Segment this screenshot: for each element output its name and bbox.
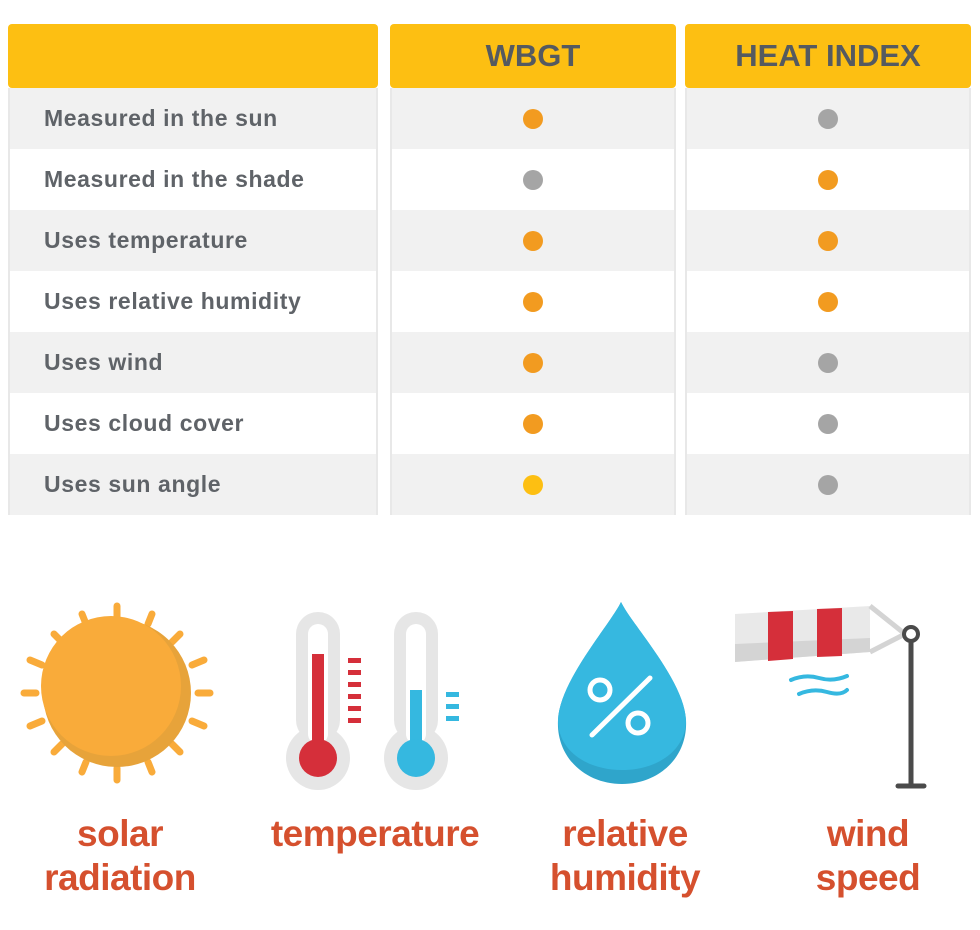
heat-index-column: HEAT INDEX xyxy=(685,24,971,515)
dot-indicator xyxy=(818,230,838,251)
caption-temperature: temperature xyxy=(255,812,495,856)
table-cell xyxy=(392,88,674,149)
table-cell xyxy=(687,271,969,332)
dot-indicator xyxy=(523,291,543,312)
row-label: Measured in the shade xyxy=(10,149,376,210)
table-cell xyxy=(392,454,674,515)
table-cell xyxy=(392,210,674,271)
caption-line: solar xyxy=(77,813,163,854)
dot-indicator xyxy=(523,108,543,129)
caption-line: speed xyxy=(815,857,921,898)
label-column: Measured in the sun Measured in the shad… xyxy=(8,24,378,515)
table-cell xyxy=(687,88,969,149)
table-cell xyxy=(687,149,969,210)
caption-solar-radiation: solar radiation xyxy=(20,812,220,900)
dot-indicator xyxy=(818,352,838,373)
dot-indicator xyxy=(818,108,838,129)
header-heat-index: HEAT INDEX xyxy=(685,24,971,88)
caption-line: radiation xyxy=(44,857,196,898)
dot-indicator xyxy=(818,291,838,312)
table-cell xyxy=(687,393,969,454)
table-cell xyxy=(392,271,674,332)
caption-line: wind xyxy=(826,813,910,854)
row-label: Measured in the sun xyxy=(10,88,376,149)
dot-indicator xyxy=(818,474,838,495)
caption-relative-humidity: relative humidity xyxy=(525,812,725,900)
dot-indicator xyxy=(818,169,838,190)
label-column-body: Measured in the sun Measured in the shad… xyxy=(8,88,378,515)
dot-indicator xyxy=(523,352,543,373)
row-label: Uses relative humidity xyxy=(10,271,376,332)
table-cell xyxy=(687,210,969,271)
heat-index-column-body xyxy=(685,88,971,515)
header-blank xyxy=(8,24,378,88)
header-wbgt: WBGT xyxy=(390,24,676,88)
table-cell xyxy=(392,149,674,210)
dot-indicator xyxy=(523,413,543,434)
icon-row xyxy=(0,600,980,800)
table-cell xyxy=(687,454,969,515)
dot-indicator xyxy=(523,474,543,495)
thermometer-icon xyxy=(286,612,459,790)
caption-line: temperature xyxy=(270,813,480,854)
row-label: Uses cloud cover xyxy=(10,393,376,454)
dot-indicator xyxy=(523,169,543,190)
caption-line: humidity xyxy=(549,857,701,898)
wbgt-column-body xyxy=(390,88,676,515)
dot-indicator xyxy=(523,230,543,251)
windsock-icon xyxy=(735,604,927,789)
dot-indicator xyxy=(818,413,838,434)
caption-wind-speed: wind speed xyxy=(768,812,968,900)
table-cell xyxy=(392,393,674,454)
row-label: Uses sun angle xyxy=(10,454,376,515)
row-label: Uses wind xyxy=(10,332,376,393)
table-cell xyxy=(687,332,969,393)
table-cell xyxy=(392,332,674,393)
sun-icon xyxy=(20,602,214,784)
caption-line: relative xyxy=(562,813,688,854)
row-label: Uses temperature xyxy=(10,210,376,271)
water-drop-percent-icon xyxy=(557,602,687,784)
wbgt-column: WBGT xyxy=(390,24,676,515)
